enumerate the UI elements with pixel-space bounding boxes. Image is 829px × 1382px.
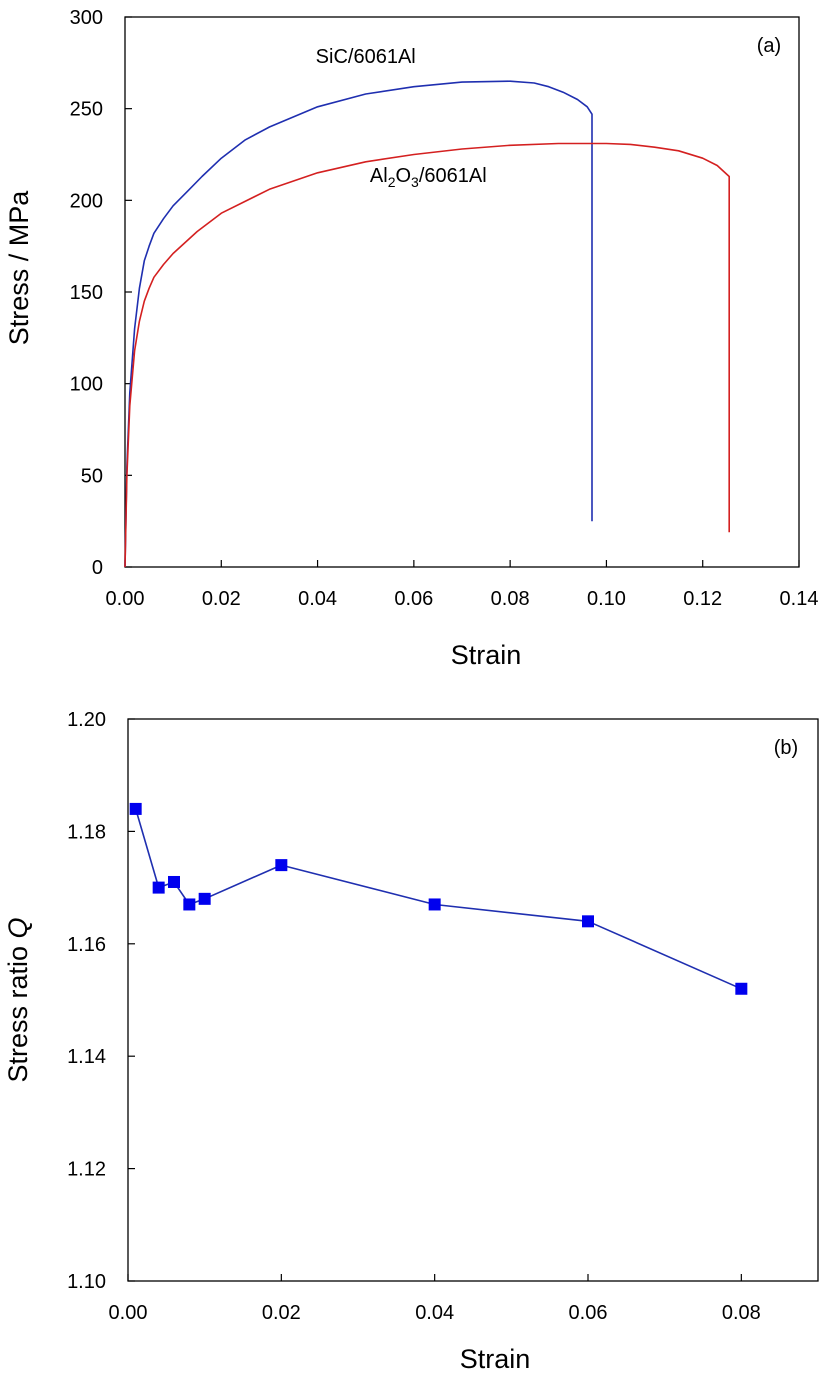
panel-b-data-point: [198, 892, 211, 905]
panel-a-y-tick-label: 0: [92, 557, 103, 579]
panel-a-y-axis-title: Stress / MPa: [4, 190, 34, 346]
panel-a-annotations: SiC/6061Al Al2O3/6061Al: [316, 46, 487, 190]
panel-a-x-tick-label: 0.02: [202, 588, 241, 610]
panel-b-x-tick-label: 0.08: [722, 1302, 761, 1324]
panel-b-y-tick-label: 1.12: [67, 1159, 106, 1181]
panel-b-y-tick-label: 1.10: [67, 1271, 106, 1293]
panel-b-stress-ratio: 0.00 0.02 0.04 0.06 0.08 1.10 1.12 1.14 1.16 1.18…: [3, 709, 819, 1374]
panel-b-x-tick-label: 0.02: [262, 1302, 301, 1324]
panel-b-data-point: [168, 875, 180, 888]
panel-b-ticks: 0.00 0.02 0.04 0.06 0.08 1.10 1.12 1.14 1.16 1.18…: [67, 709, 761, 1324]
panel-b-y-axis-title-text: Stress ratio: [3, 938, 33, 1082]
panel-b-x-tick-label: 0.04: [415, 1302, 454, 1324]
panel-b-y-tick-label: 1.18: [67, 821, 106, 843]
panel-a-series-line-2: [124, 142, 731, 568]
panel-b-label: (b): [774, 737, 798, 759]
panel-b-data-point: [428, 898, 441, 911]
panel-a-y-tick-label: 200: [70, 190, 103, 212]
panel-a-series: [124, 80, 731, 568]
panel-b-series: [129, 802, 748, 995]
panel-a-x-tick-label: 0.06: [394, 588, 433, 610]
panel-a-stress-strain: 0.00 0.02 0.04 0.06 0.08 0.10 0.12 0.14 0 50 100 15…: [4, 7, 818, 670]
panel-a-annotation-2: Al2O3/6061Al: [370, 165, 487, 190]
panel-b-data-point: [152, 881, 165, 894]
panel-a-y-tick-label: 100: [70, 374, 103, 396]
panel-a-ticks: 0.00 0.02 0.04 0.06 0.08 0.10 0.12 0.14 0 50 100 15…: [70, 7, 819, 610]
panel-a-x-tick-label: 0.04: [298, 588, 337, 610]
panel-a-y-tick-label: 50: [81, 465, 103, 487]
panel-b-y-axis-title-q: Q: [3, 917, 33, 938]
panel-a-plot-frame: [124, 16, 800, 568]
panel-b-y-axis-title: Stress ratio Q: [3, 917, 33, 1082]
panel-a-x-tick-label: 0.12: [683, 588, 722, 610]
panel-a-x-tick-label: 0.14: [780, 588, 819, 610]
panel-a-y-tick-label: 300: [70, 7, 103, 29]
panel-b-data-point: [582, 915, 594, 928]
panel-a-annotation-1: SiC/6061Al: [316, 46, 416, 68]
panel-b-x-axis-title: Strain: [460, 1344, 531, 1374]
panel-b-y-tick-label: 1.20: [67, 709, 106, 731]
panel-b-data-point: [275, 859, 288, 872]
panel-a-x-axis-title: Strain: [451, 640, 522, 670]
panel-a-x-tick-label: 0.10: [587, 588, 626, 610]
panel-b-data-point: [183, 898, 196, 911]
panel-b-plot-frame: [127, 718, 819, 1282]
panel-a-label: (a): [757, 35, 781, 57]
panel-b-y-tick-label: 1.16: [67, 934, 106, 956]
panel-b-y-tick-label: 1.14: [67, 1046, 106, 1068]
panel-b-data-point: [129, 802, 142, 815]
panel-a-series-line-1: [124, 80, 593, 568]
panel-a-y-tick-label: 150: [70, 282, 103, 304]
panel-a-x-tick-label: 0.08: [491, 588, 530, 610]
panel-b-data-point: [735, 982, 748, 995]
panel-b-x-tick-label: 0.06: [569, 1302, 608, 1324]
panel-a-x-tick-label: 0.00: [106, 588, 145, 610]
panel-a-y-tick-label: 250: [70, 99, 103, 121]
panel-b-x-tick-label: 0.00: [109, 1302, 148, 1324]
